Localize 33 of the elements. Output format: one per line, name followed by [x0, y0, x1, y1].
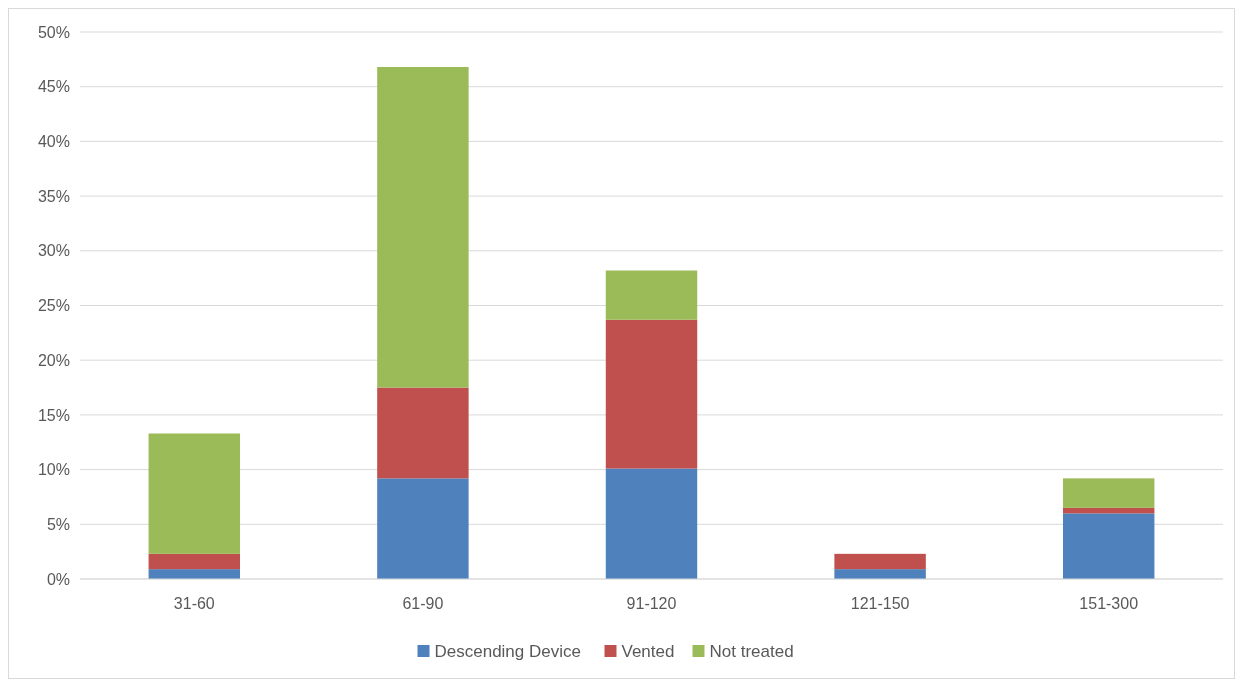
y-tick-label: 30%	[37, 242, 70, 260]
y-tick-label: 50%	[37, 23, 70, 41]
bar	[1062, 507, 1155, 514]
y-tick-label: 25%	[37, 297, 70, 315]
bar	[377, 67, 469, 388]
y-tick-label: 20%	[37, 351, 70, 369]
x-tick-label: 31-60	[173, 595, 215, 612]
legend-label: Descending Device	[434, 641, 581, 661]
x-tick-label: 151-300	[1079, 595, 1139, 612]
x-tick-label: 61-90	[402, 595, 444, 612]
y-tick-label: 0%	[46, 570, 70, 588]
bar	[834, 569, 926, 579]
bar	[148, 569, 241, 579]
bar	[148, 433, 241, 554]
x-tick-label: 121-150	[850, 595, 910, 612]
bar	[834, 553, 926, 570]
y-tick-label: 40%	[37, 133, 70, 150]
bar	[1062, 513, 1155, 579]
bar	[148, 553, 241, 570]
y-tick-label: 5%	[46, 515, 70, 533]
y-tick-label: 15%	[37, 406, 70, 424]
y-tick-label: 45%	[37, 78, 70, 96]
y-tick-label: 35%	[37, 187, 70, 205]
bar	[605, 319, 698, 469]
bar	[1062, 478, 1155, 508]
y-tick-label: 10%	[37, 461, 70, 479]
bar	[377, 478, 469, 579]
bar	[377, 387, 469, 479]
bar	[605, 468, 698, 579]
legend-label: Vented	[621, 641, 675, 661]
x-tick-label: 91-120	[626, 595, 677, 612]
bar	[605, 270, 698, 320]
legend-label: Not treated	[709, 641, 794, 661]
